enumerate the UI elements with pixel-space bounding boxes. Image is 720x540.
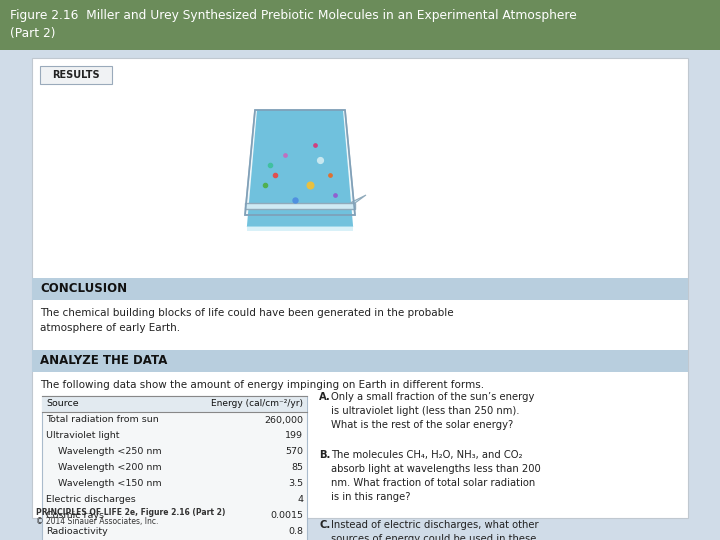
Text: Source: Source — [46, 400, 78, 408]
Text: RESULTS: RESULTS — [52, 70, 100, 80]
Bar — [42, 396, 307, 540]
Text: 260,000: 260,000 — [264, 415, 303, 424]
Text: B.: B. — [319, 450, 330, 460]
Text: C.: C. — [319, 520, 330, 530]
Text: Wavelength <200 nm: Wavelength <200 nm — [58, 463, 161, 472]
Text: Only a small fraction of the sun’s energy
is ultraviolet light (less than 250 nm: Only a small fraction of the sun’s energ… — [331, 392, 534, 430]
Bar — [40, 66, 112, 84]
Text: 0.0015: 0.0015 — [270, 511, 303, 521]
Bar — [0, 0, 720, 50]
Bar — [247, 226, 353, 231]
Text: Instead of electric discharges, what other
sources of energy could be used in th: Instead of electric discharges, what oth… — [331, 520, 539, 540]
Text: The chemical building blocks of life could have been generated in the probable
a: The chemical building blocks of life cou… — [40, 308, 454, 333]
Text: ANALYZE THE DATA: ANALYZE THE DATA — [40, 354, 167, 368]
Bar — [42, 396, 307, 412]
Polygon shape — [350, 195, 366, 203]
Text: Total radiation from sun: Total radiation from sun — [46, 415, 158, 424]
Text: The molecules CH₄, H₂O, NH₃, and CO₂
absorb light at wavelengths less than 200
n: The molecules CH₄, H₂O, NH₃, and CO₂ abs… — [331, 450, 541, 502]
Text: Radioactivity: Radioactivity — [46, 528, 108, 537]
Text: A.: A. — [319, 392, 330, 402]
Text: PRINCIPLES OF LIFE 2e, Figure 2.16 (Part 2): PRINCIPLES OF LIFE 2e, Figure 2.16 (Part… — [36, 508, 225, 517]
Text: 0.8: 0.8 — [288, 528, 303, 537]
Text: Ultraviolet light: Ultraviolet light — [46, 431, 120, 441]
Bar — [32, 278, 688, 300]
Polygon shape — [245, 110, 355, 215]
Text: 199: 199 — [285, 431, 303, 441]
Text: Wavelength <250 nm: Wavelength <250 nm — [58, 448, 161, 456]
Text: 85: 85 — [291, 463, 303, 472]
Text: 4: 4 — [297, 496, 303, 504]
Text: Wavelength <150 nm: Wavelength <150 nm — [58, 480, 161, 489]
Text: Cosmic rays: Cosmic rays — [46, 511, 104, 521]
Text: Electric discharges: Electric discharges — [46, 496, 136, 504]
Text: Figure 2.16  Miller and Urey Synthesized Prebiotic Molecules in an Experimental : Figure 2.16 Miller and Urey Synthesized … — [10, 10, 577, 40]
Text: © 2014 Sinauer Associates, Inc.: © 2014 Sinauer Associates, Inc. — [36, 517, 158, 526]
Text: CONCLUSION: CONCLUSION — [40, 282, 127, 295]
Bar — [32, 350, 688, 372]
Text: The following data show the amount of energy impinging on Earth in different for: The following data show the amount of en… — [40, 380, 484, 390]
Polygon shape — [247, 110, 353, 227]
Text: 570: 570 — [285, 448, 303, 456]
Bar — [32, 58, 688, 518]
Text: Energy (cal/cm⁻²/yr): Energy (cal/cm⁻²/yr) — [211, 400, 303, 408]
Bar — [245, 203, 355, 209]
Text: 3.5: 3.5 — [288, 480, 303, 489]
